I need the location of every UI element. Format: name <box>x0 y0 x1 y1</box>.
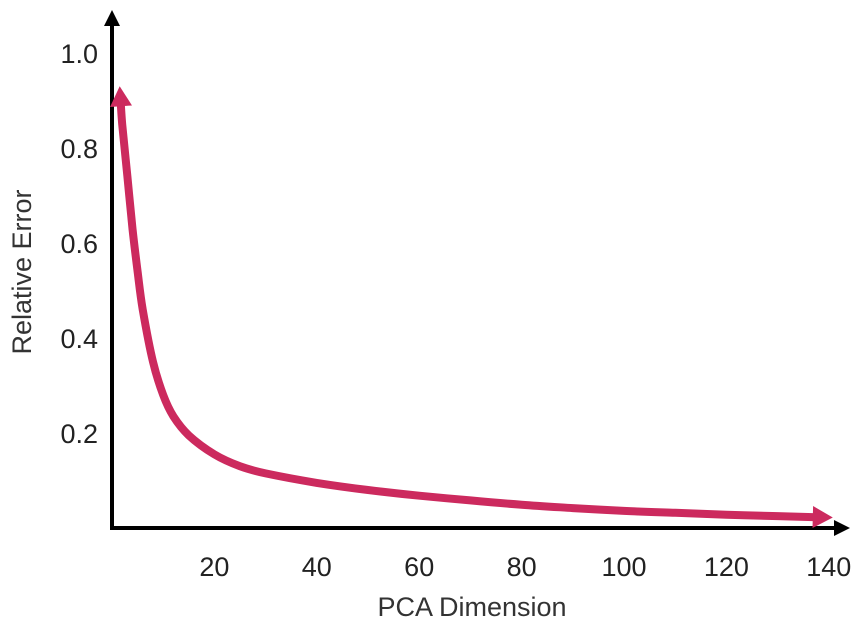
axes <box>104 10 850 536</box>
x-tick-label: 80 <box>507 552 537 582</box>
x-tick-label: 120 <box>704 552 749 582</box>
y-tick-label: 1.0 <box>60 39 98 69</box>
x-tick-label: 60 <box>404 552 434 582</box>
x-tick-label: 20 <box>199 552 229 582</box>
series-line <box>116 94 821 522</box>
x-axis-title: PCA Dimension <box>377 592 566 622</box>
x-tick-labels: 20 40 60 80 100 120 140 <box>199 552 851 582</box>
y-tick-label: 0.4 <box>60 324 98 354</box>
y-tick-label: 0.2 <box>60 419 98 449</box>
y-axis-title: Relative Error <box>7 189 37 354</box>
x-tick-label: 100 <box>601 552 646 582</box>
series-layer <box>110 86 833 529</box>
y-tick-label: 0.6 <box>60 229 98 259</box>
y-axis-arrowhead <box>104 10 120 26</box>
y-tick-labels: 0.2 0.4 0.6 0.8 1.0 <box>60 39 98 449</box>
x-tick-label: 140 <box>806 552 851 582</box>
series-end-arrowhead <box>812 506 833 529</box>
x-axis-arrowhead <box>834 520 850 536</box>
y-tick-label: 0.8 <box>60 134 98 164</box>
x-tick-label: 40 <box>302 552 332 582</box>
series-start-arrowhead <box>110 86 132 107</box>
